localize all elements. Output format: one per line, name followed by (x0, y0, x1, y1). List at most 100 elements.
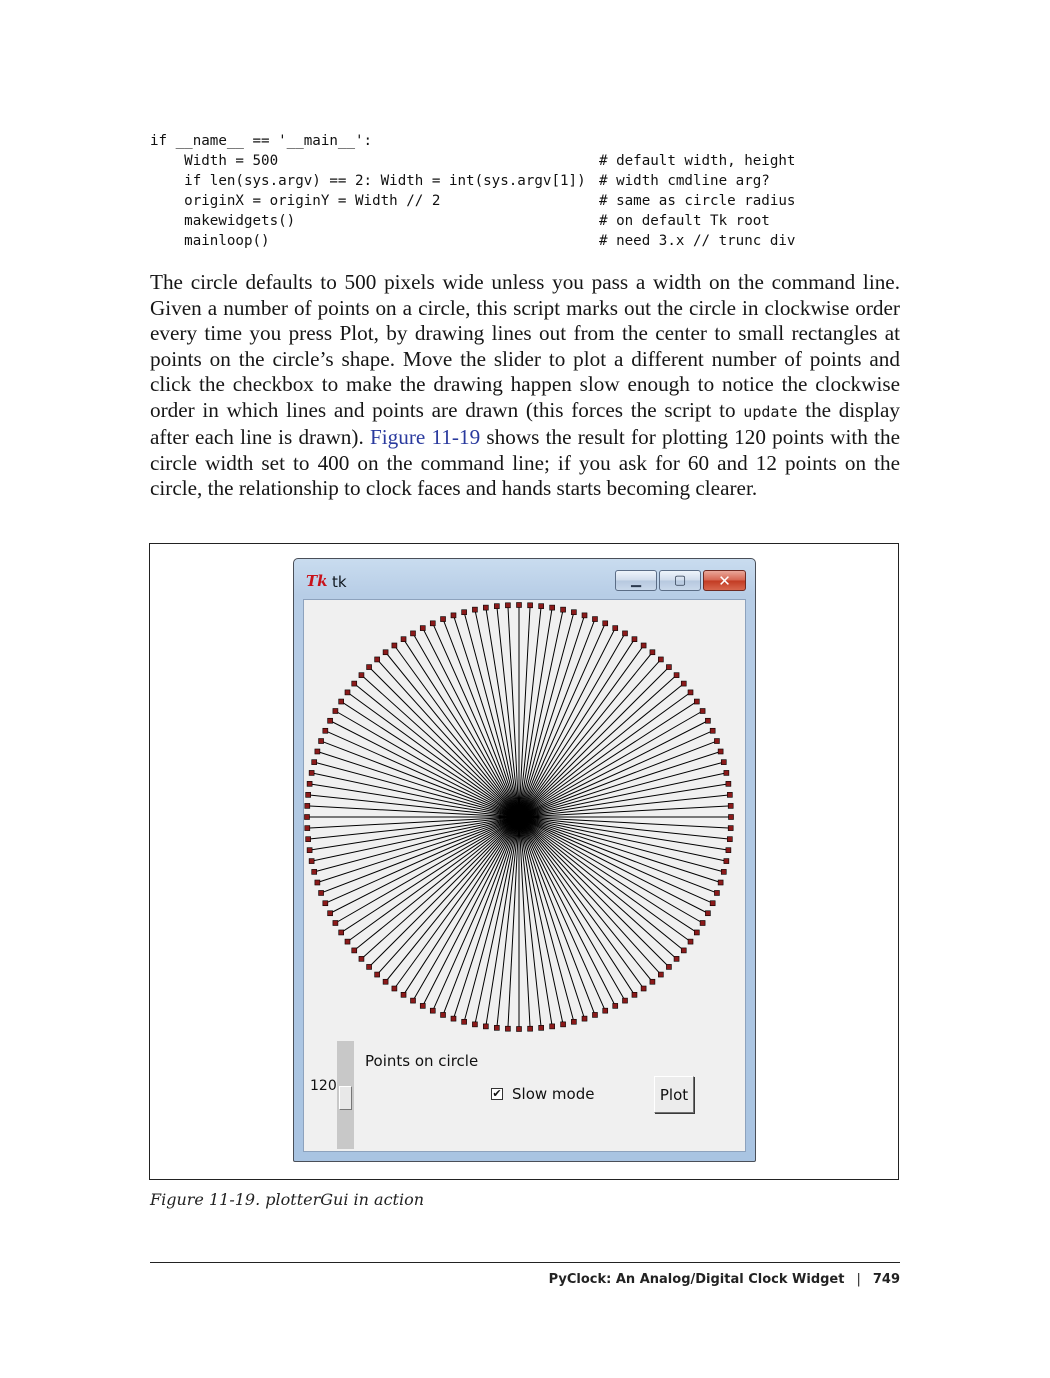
plot-point-marker (727, 792, 733, 798)
plot-point-marker (472, 606, 478, 613)
plot-spoke-line (308, 794, 520, 818)
plot-spoke-line (518, 761, 724, 818)
plot-point-marker (714, 738, 720, 744)
plot-button[interactable]: Plot (654, 1076, 694, 1113)
figure-cross-reference-link[interactable]: Figure 11-19 (369, 425, 481, 449)
plot-point-marker (687, 689, 694, 696)
plot-spoke-line (353, 683, 520, 818)
running-head: PyClock: An Analog/Digital Clock Widget (548, 1272, 845, 1287)
plot-spoke-line (311, 816, 520, 862)
plot-spoke-line (518, 816, 685, 951)
plot-spoke-line (518, 720, 709, 818)
plot-point-marker (631, 991, 638, 998)
plot-spoke-line (518, 615, 585, 818)
plot-point-marker (727, 803, 734, 809)
plot-point-marker (505, 602, 511, 609)
plot-spoke-line (518, 816, 718, 894)
plot-point-marker (400, 991, 407, 998)
plot-spoke-line (518, 633, 626, 818)
plot-spoke-line (393, 816, 520, 989)
plot-spoke-line (518, 701, 698, 818)
plot-canvas (304, 602, 734, 1032)
code-line: if __name__ == '__main__': (150, 131, 586, 151)
plot-point-marker (308, 770, 315, 776)
plot-spoke-line (496, 816, 520, 1028)
plot-point-marker (673, 672, 680, 678)
plot-point-marker (410, 997, 416, 1004)
tk-feather-icon: Tk (306, 572, 328, 590)
plot-spoke-line (518, 740, 718, 818)
plot-spoke-line (307, 816, 520, 829)
plot-spoke-line (518, 816, 731, 829)
code-line: mainloop() # need 3.x // trunc div (150, 231, 795, 251)
plot-spoke-line (385, 816, 520, 983)
plot-point-marker (374, 971, 380, 978)
plot-point-marker (527, 602, 533, 609)
plot-point-marker (705, 717, 711, 724)
plot-point-marker (305, 836, 311, 842)
figure-frame (149, 543, 899, 1180)
plot-point-marker (483, 1023, 489, 1030)
plot-spoke-line (518, 816, 542, 1028)
code-text: originX = originY = Width // 2 (150, 193, 441, 209)
plot-spoke-line (507, 816, 520, 1029)
code-text: mainloop() (150, 233, 270, 249)
plot-spoke-line (518, 816, 713, 904)
code-text: makewidgets() (150, 213, 296, 229)
plot-point-marker (693, 929, 700, 936)
plot-spoke-line (518, 612, 575, 818)
plot-point-marker (314, 748, 321, 755)
close-button[interactable]: ✕ (703, 570, 746, 591)
plot-point-marker (714, 890, 720, 896)
plot-spoke-line (442, 816, 520, 1016)
plot-point-marker (358, 672, 365, 678)
maximize-button[interactable]: ▢ (659, 570, 701, 591)
plot-spoke-line (518, 751, 721, 818)
plot-spoke-line (376, 816, 520, 975)
plot-spoke-line (518, 816, 724, 873)
plot-point-marker (338, 929, 345, 936)
code-comment: # default width, height (599, 153, 796, 169)
plot-point-marker (720, 759, 727, 765)
plot-spoke-line (340, 816, 520, 933)
code-line: originX = originY = Width // 2 # same as … (150, 191, 795, 211)
plot-point-marker (366, 964, 372, 970)
plot-point-marker (332, 708, 339, 714)
points-scale-value: 120 (310, 1078, 337, 1094)
plot-spoke-line (518, 618, 596, 818)
plot-spoke-line (442, 618, 520, 818)
plot-point-marker (549, 1023, 555, 1030)
plot-point-marker (666, 664, 672, 670)
plot-point-marker (505, 1025, 511, 1032)
plot-point-marker (640, 985, 647, 992)
plot-point-marker (717, 879, 724, 886)
window-titlebar[interactable]: Tk tk ▁ ▢ ✕ (294, 559, 755, 599)
slow-mode-label[interactable]: Slow mode (512, 1085, 595, 1103)
code-text: if __name__ == '__main__': (150, 133, 373, 149)
code-line: makewidgets() # on default Tk root (150, 211, 770, 231)
plot-spoke-line (320, 816, 520, 894)
plot-point-marker (693, 698, 700, 705)
plot-point-marker (723, 858, 730, 864)
window-client-area: 120 Points on circle ✔ Slow mode Plot (303, 599, 746, 1152)
plot-point-marker (680, 947, 687, 954)
plot-spoke-line (518, 816, 575, 1022)
plot-spoke-line (518, 659, 662, 818)
plot-spoke-line (518, 816, 709, 914)
plot-spoke-line (432, 623, 520, 818)
plot-point-marker (571, 609, 577, 616)
inline-code-update: update (743, 402, 798, 421)
plot-spoke-line (518, 783, 729, 818)
plot-spoke-line (485, 816, 520, 1027)
minimize-button[interactable]: ▁ (615, 570, 657, 591)
points-scale-slider-thumb[interactable] (339, 1086, 352, 1110)
code-text: if len(sys.argv) == 2: Width = int(sys.a… (150, 173, 586, 189)
plot-point-marker (461, 1018, 467, 1025)
plot-point-marker (581, 1015, 588, 1022)
plot-point-marker (306, 781, 313, 787)
plot-point-marker (622, 997, 628, 1004)
plot-point-marker (304, 803, 311, 809)
slow-mode-checkbox[interactable]: ✔ (491, 1087, 503, 1100)
plot-spoke-line (314, 816, 520, 873)
plot-point-marker (391, 985, 398, 992)
